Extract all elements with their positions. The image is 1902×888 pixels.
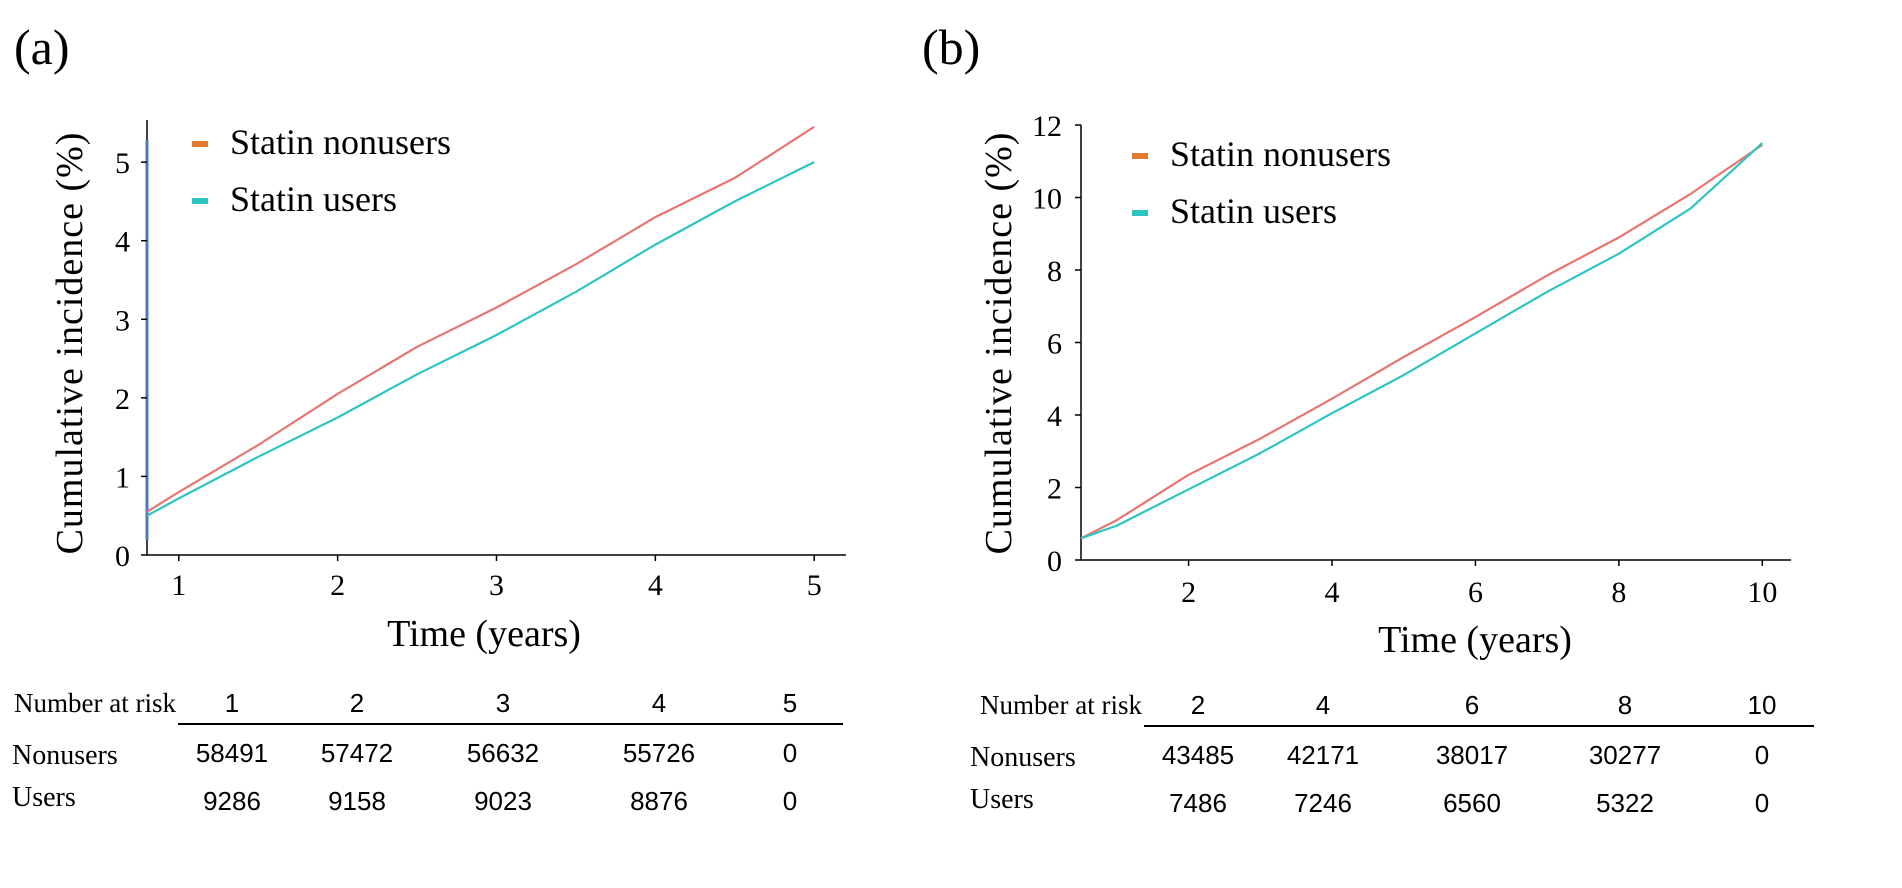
panel-b-risk-value: 0 [1755, 788, 1769, 818]
panel-a-x-tick-label: 3 [489, 569, 504, 602]
panel-a-series-line-nonusers [146, 125, 815, 513]
panel-a-legend-swatch-users [192, 198, 208, 204]
panel-b-x-tick-label: 8 [1611, 576, 1626, 609]
panel-b-y-tick-label: 0 [1047, 545, 1062, 578]
panel-b-x-tick-label: 10 [1747, 576, 1777, 609]
panel-b-risk-row-label-nonusers: Nonusers [970, 742, 1076, 773]
panel-a-y-tick-label: 5 [115, 147, 130, 180]
panel-a-risk-value: 58491 [196, 738, 268, 768]
panel-b-risk-value: 38017 [1436, 740, 1508, 770]
panel-b-legend-label-users: Statin users [1170, 191, 1337, 231]
panel-b-legend-swatch-nonusers [1132, 153, 1148, 159]
panel-a: (a) Cumulative incidence (%) 0 1 2 3 4 5 1 2 3 4 5… [12, 19, 846, 816]
panel-a-y-tick-label: 0 [115, 540, 130, 573]
panel-a-risk-time-1: 1 [225, 688, 239, 718]
panel-a-risk-value: 8876 [630, 786, 688, 816]
panel-b-risk-value: 6560 [1443, 788, 1501, 818]
panel-a-risk-time-2: 2 [350, 688, 364, 718]
panel-b-x-tick-label: 4 [1325, 576, 1340, 609]
panel-b-y-tick-label: 2 [1047, 473, 1062, 506]
panel-a-y-tick-label: 1 [115, 461, 130, 494]
panel-a-risk-value: 57472 [321, 738, 393, 768]
panel-b-risk-time-1: 2 [1191, 690, 1205, 720]
panel-b-risk-table: Number at risk 2 4 6 8 10 Nonusers 43485… [970, 690, 1814, 818]
panel-a-risk-value: 55726 [623, 738, 695, 768]
panel-a-risk-row-label-users: Users [12, 782, 76, 813]
panel-b-y-tick-label: 8 [1047, 255, 1062, 288]
panel-a-x-tick-label: 5 [807, 569, 822, 602]
panel-b-legend-swatch-users [1132, 210, 1148, 216]
panel-a-risk-value: 56632 [467, 738, 539, 768]
panel-b-risk-value: 7486 [1169, 788, 1227, 818]
panel-a-x-tick-label: 4 [648, 569, 663, 602]
panel-b-risk-row-label-users: Users [970, 784, 1034, 815]
panel-b-risk-value: 5322 [1596, 788, 1654, 818]
panel-a-legend-label-nonusers: Statin nonusers [230, 122, 451, 162]
panel-a-y-tick-label: 3 [115, 304, 130, 337]
panel-a-series-line-users [146, 161, 815, 517]
panel-b-plot-area: 0 2 4 6 8 10 12 2 4 6 8 10 Statin nonusers Statin use… [1032, 110, 1791, 609]
panel-b-x-tick-label: 2 [1181, 576, 1196, 609]
panel-a-x-tick-label: 2 [330, 569, 345, 602]
panel-b-risk-value: 30277 [1589, 740, 1661, 770]
panel-b-label: (b) [922, 19, 980, 75]
panel-a-risk-time-5: 5 [783, 688, 797, 718]
panel-b-risk-value: 43485 [1162, 740, 1234, 770]
panel-b-y-tick-label: 6 [1047, 328, 1062, 361]
panel-b-series-line-users [1080, 142, 1764, 540]
panel-b-legend-label-nonusers: Statin nonusers [1170, 134, 1391, 174]
panel-a-plot-area: 0 1 2 3 4 5 1 2 3 4 5 Statin nonusers Statin users [115, 120, 846, 602]
panel-a-risk-table: Number at risk 1 2 3 4 5 Nonusers 58491 … [12, 688, 843, 816]
panel-b: (b) Cumulative incidence (%) 0 2 4 6 8 10 12 2 4… [922, 19, 1814, 818]
panel-b-x-tick-label: 6 [1468, 576, 1483, 609]
panel-a-y-axis-title: Cumulative incidence (%) [49, 132, 91, 555]
panel-b-risk-value: 7246 [1294, 788, 1352, 818]
panel-a-x-axis-title: Time (years) [387, 613, 581, 655]
panel-b-risk-header-label: Number at risk [980, 690, 1142, 720]
panel-a-label: (a) [14, 19, 70, 75]
panel-a-risk-value: 0 [783, 786, 797, 816]
panel-a-risk-time-3: 3 [496, 688, 510, 718]
panel-a-risk-header-label: Number at risk [14, 688, 176, 718]
panel-a-x-tick-label: 1 [171, 569, 186, 602]
panel-a-y-tick-label: 4 [115, 226, 130, 259]
panel-b-risk-time-3: 6 [1465, 690, 1479, 720]
panel-b-risk-time-2: 4 [1316, 690, 1330, 720]
panel-b-y-tick-label: 10 [1032, 183, 1062, 216]
panel-a-risk-row-label-nonusers: Nonusers [12, 740, 118, 771]
panel-b-risk-time-4: 8 [1618, 690, 1632, 720]
panel-b-risk-value: 42171 [1287, 740, 1359, 770]
panel-a-risk-value: 9286 [203, 786, 261, 816]
panel-a-legend-label-users: Statin users [230, 179, 397, 219]
panel-a-risk-value: 9158 [328, 786, 386, 816]
panel-b-y-tick-label: 12 [1032, 110, 1062, 143]
panel-b-series-line-nonusers [1080, 143, 1763, 540]
panel-b-risk-time-5: 10 [1748, 690, 1777, 720]
panel-a-risk-value: 0 [783, 738, 797, 768]
panel-b-y-axis-title: Cumulative incidence (%) [978, 132, 1020, 555]
panel-b-x-axis-title: Time (years) [1378, 619, 1572, 661]
panel-a-risk-value: 9023 [474, 786, 532, 816]
panel-a-risk-time-4: 4 [652, 688, 666, 718]
panel-b-risk-value: 0 [1755, 740, 1769, 770]
panel-a-y-tick-label: 2 [115, 383, 130, 416]
panel-b-y-tick-label: 4 [1047, 400, 1062, 433]
panel-a-legend-swatch-nonusers [192, 141, 208, 147]
